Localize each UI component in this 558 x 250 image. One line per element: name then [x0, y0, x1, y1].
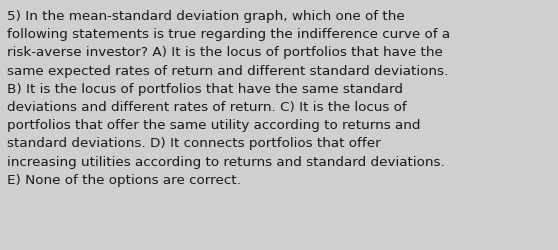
- Text: 5) In the mean-standard deviation graph, which one of the
following statements i: 5) In the mean-standard deviation graph,…: [7, 10, 450, 186]
